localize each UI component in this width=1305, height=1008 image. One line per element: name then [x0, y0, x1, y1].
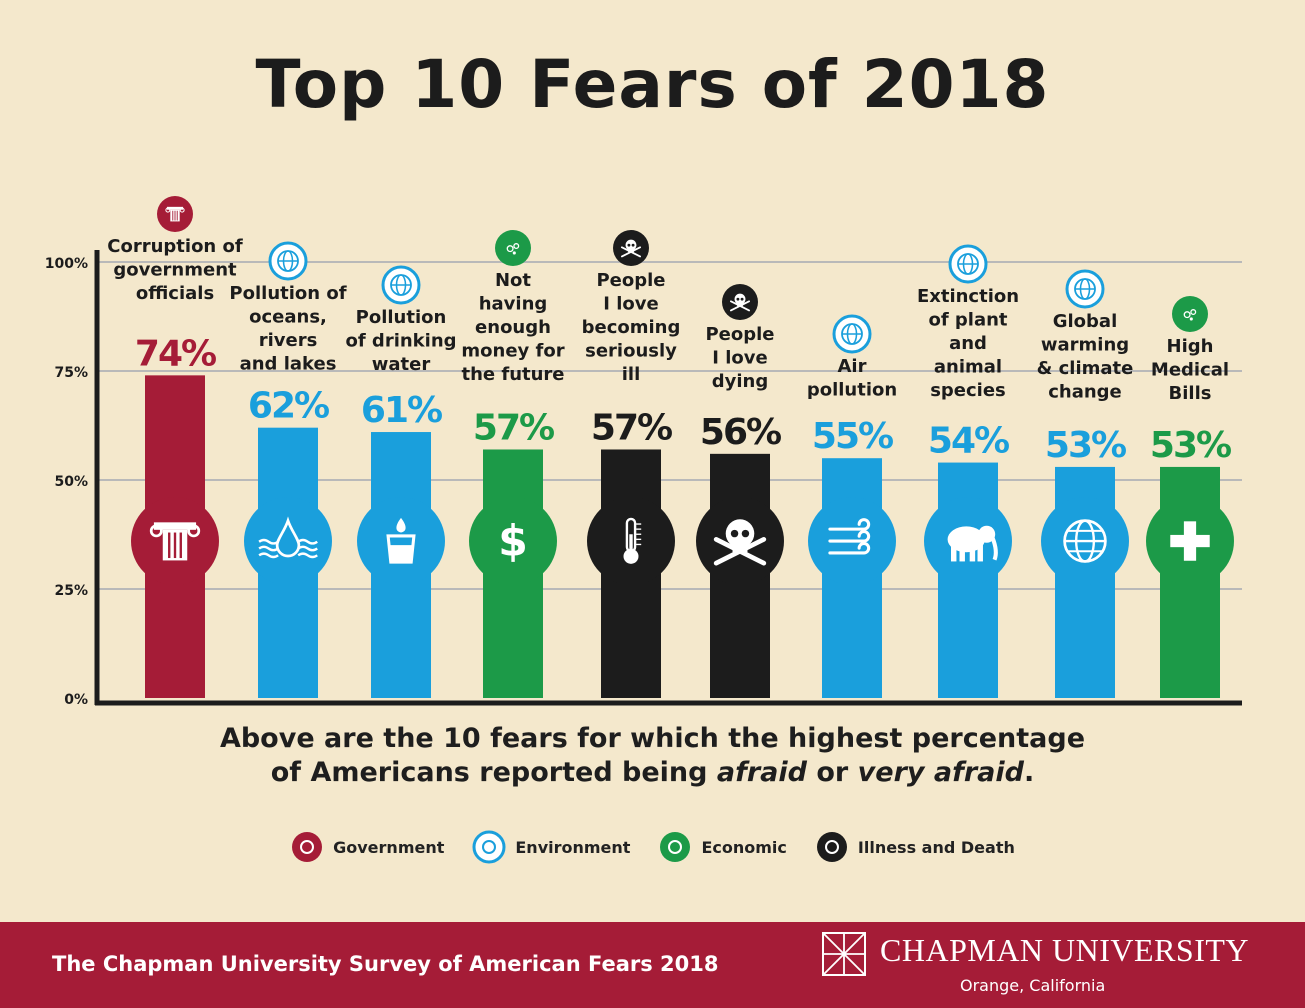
value-label: 53%: [1150, 425, 1231, 466]
thermometer-icon: [587, 497, 675, 586]
value-label: 55%: [812, 416, 893, 457]
legend-label: Economic: [701, 837, 787, 857]
globe-icon: [1041, 497, 1129, 586]
university-name: CHAPMAN UNIVERSITY: [880, 932, 1250, 968]
value-label: 62%: [248, 386, 329, 427]
category-label: Air pollution: [807, 356, 897, 401]
globe-icon: [948, 244, 988, 284]
coins-icon: [660, 832, 691, 862]
legend-item: Illness and Death: [815, 830, 1015, 864]
value-label: 54%: [928, 421, 1009, 462]
water-drop-icon: [244, 497, 332, 586]
subtitle-line-2: of Americans reported being afraid or ve…: [270, 757, 1035, 788]
value-label: 74%: [135, 333, 216, 374]
y-tick-label: 75%: [54, 365, 88, 381]
globe-icon: [832, 314, 872, 354]
emphasis-very-afraid: very afraid: [857, 757, 1024, 788]
category-label: People I love becoming seriously ill: [582, 270, 681, 385]
category-label: Corruption of government officials: [107, 236, 243, 304]
value-label: 61%: [361, 390, 442, 431]
wind-icon: [808, 497, 896, 586]
skull-crossbones-icon: [722, 284, 758, 320]
value-label: 57%: [591, 407, 672, 448]
svg-text:$: $: [498, 517, 528, 566]
category-label: People I love dying: [705, 324, 774, 392]
column-icon: [131, 497, 219, 586]
skull-crossbones-icon: [816, 832, 847, 862]
university-location: Orange, California: [960, 976, 1106, 995]
y-tick-label: 0%: [64, 692, 88, 708]
category-label: Extinction of plant and animal species: [917, 286, 1019, 401]
survey-name: The Chapman University Survey of America…: [52, 952, 719, 976]
category-label: Pollution of drinking water: [345, 307, 456, 375]
skull-crossbones-icon: [696, 497, 784, 586]
footer-banner: The Chapman University Survey of America…: [0, 922, 1305, 1008]
legend-item: Economic: [658, 830, 787, 864]
y-tick-label: 25%: [54, 583, 88, 599]
legend-label: Environment: [515, 837, 631, 857]
globe-icon: [381, 265, 421, 305]
category-label: High Medical Bills: [1151, 336, 1229, 404]
legend: Government Environment Economic Illness and…: [0, 830, 1305, 864]
globe-icon: [472, 830, 506, 864]
category-label: Pollution of oceans, rivers and lakes: [229, 283, 346, 375]
legend-label: Illness and Death: [857, 837, 1015, 857]
skull-crossbones-icon: [613, 230, 649, 266]
emphasis-afraid: afraid: [716, 757, 807, 788]
chart-title: Top 10 Fears of 2018: [255, 46, 1050, 123]
globe-icon: [268, 241, 308, 281]
category-label: Global warming & climate change: [1037, 311, 1134, 403]
value-label: 53%: [1045, 425, 1126, 466]
value-label: 57%: [473, 407, 554, 448]
bar-chart: 0% 25% 50% 75% 100% 74% Corruption of governmen…: [45, 196, 1242, 708]
globe-icon: [1065, 269, 1105, 309]
column-icon: [157, 196, 193, 232]
legend-label: Government: [333, 837, 445, 857]
chart-subtitle: Above are the 10 fears for which the hig…: [0, 722, 1305, 790]
category-label: Not having enough money for the future: [461, 270, 564, 385]
y-tick-label: 100%: [45, 256, 88, 272]
value-label: 56%: [700, 412, 781, 453]
legend-item: Environment: [472, 830, 630, 864]
coins-icon: [495, 230, 531, 266]
legend-item: Government: [290, 830, 444, 864]
coins-icon: [1172, 296, 1208, 332]
elephant-icon: [924, 497, 1012, 586]
chapman-logo-icon: [822, 932, 866, 976]
dollar-icon: $: [469, 497, 557, 586]
medical-cross-icon: [1146, 497, 1234, 586]
glass-of-water-icon: [357, 497, 445, 586]
column-icon: [292, 832, 323, 862]
y-tick-label: 50%: [54, 474, 88, 490]
subtitle-line-1: Above are the 10 fears for which the hig…: [219, 723, 1086, 754]
